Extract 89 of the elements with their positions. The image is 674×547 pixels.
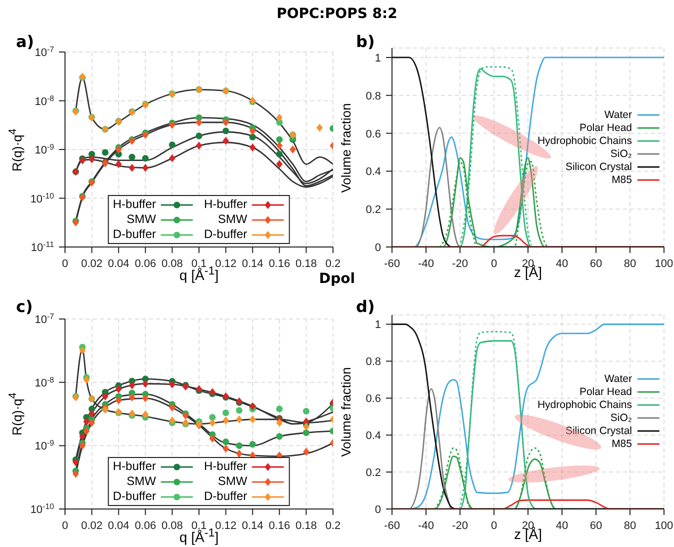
y-tick-label: 10$^{-10}$ <box>30 190 55 206</box>
y-tick-label: 1 <box>374 319 381 332</box>
y-tick-label: 0.6 <box>366 393 381 406</box>
y-tick-label: 0.8 <box>366 90 381 102</box>
x-tick-label: 0.02 <box>81 520 103 532</box>
legend-label: Water <box>604 373 632 385</box>
x-tick-label: -40 <box>418 520 434 532</box>
legend-label: H-buffer <box>204 459 248 473</box>
y-tick-label: 10$^{-9}$ <box>34 142 55 156</box>
x-tick-label: 0.16 <box>268 258 290 270</box>
x-tick-label: 60 <box>590 520 602 532</box>
y-tick-label: 10$^{-11}$ <box>30 240 55 254</box>
x-tick-label: 60 <box>590 258 602 270</box>
x-tick-label: 0 <box>490 520 498 532</box>
y-tick-label: 0 <box>374 504 381 516</box>
y-tick-label: 0 <box>374 242 381 254</box>
legend-label: H-buffer <box>112 197 156 211</box>
x-tick-label: -20 <box>452 258 468 270</box>
legend-label: Hydrophobic Chains <box>537 399 632 411</box>
x-tick-label: 40 <box>556 258 568 270</box>
legend-label: SMW <box>126 212 156 226</box>
x-tick-label: -60 <box>384 520 400 532</box>
y-tick-label: 0.8 <box>366 356 381 368</box>
x-tick-label: 100 <box>654 258 674 270</box>
y-tick-label: 0.6 <box>366 128 381 140</box>
y-axis-title: Volume fraction <box>338 102 354 192</box>
text: b) <box>356 32 375 51</box>
legend-label: D-buffer <box>204 489 248 503</box>
chart-title: Dpol <box>318 271 356 287</box>
legend-label: SMW <box>218 212 248 226</box>
legend-label: D-buffer <box>112 489 156 503</box>
x-tick-label: 0.2 <box>325 520 341 532</box>
y-tick-label: 10$^{-8}$ <box>34 93 55 108</box>
legend-label: SiO₂ <box>610 412 632 424</box>
x-tick-label: -60 <box>384 258 400 270</box>
x-tick-label: 0.14 <box>242 258 264 270</box>
legend-label: H-buffer <box>204 197 248 211</box>
x-tick-label: 80 <box>624 520 636 532</box>
y-tick-label: 10$^{-7}$ <box>34 44 54 59</box>
x-tick-label: 0.06 <box>134 258 156 270</box>
y-tick-label: 1 <box>374 52 381 64</box>
x-tick-label: 0.04 <box>108 258 130 270</box>
x-tick-label: 0.18 <box>295 520 317 532</box>
text: a) <box>16 32 34 51</box>
y-tick-label: 0.2 <box>366 204 381 216</box>
legend-label: Water <box>604 108 632 120</box>
legend-label: Silicon Crystal <box>565 425 632 437</box>
x-tick-label: -40 <box>418 258 434 270</box>
x-tick-label: 100 <box>654 520 674 532</box>
y-axis-title: Volume fraction <box>338 367 354 457</box>
y-tick-label: 0.2 <box>366 467 381 480</box>
y-tick-label: 10$^{-7}$ <box>34 312 54 326</box>
legend-label: D-buffer <box>112 227 156 241</box>
legend-label: Polar Head <box>579 386 632 398</box>
x-tick-label: 0.2 <box>325 258 341 270</box>
x-tick-label: -20 <box>452 520 468 532</box>
legend-label: H-buffer <box>112 459 156 473</box>
legend-label: Silicon Crystal <box>565 160 632 172</box>
x-tick-label: 40 <box>556 520 568 532</box>
y-tick-label: 10$^{-8}$ <box>34 374 55 390</box>
y-tick-label: 10$^{-9}$ <box>34 438 55 453</box>
x-tick-label: 80 <box>624 258 636 270</box>
x-tick-label: 0.14 <box>242 520 264 532</box>
x-tick-label: 0.12 <box>215 520 237 532</box>
x-tick-label: 0 <box>62 520 68 532</box>
x-tick-label: 0 <box>490 258 498 270</box>
y-tick-label: 0.4 <box>366 166 381 178</box>
chart-title: POPC:POPS 8:2 <box>276 6 398 22</box>
legend-label: SiO₂ <box>610 148 632 160</box>
x-tick-label: 0.06 <box>134 520 156 532</box>
y-tick-label: 0.4 <box>366 430 381 442</box>
x-tick-label: 0.08 <box>161 258 183 270</box>
legend-label: SMW <box>126 474 156 488</box>
text: d) <box>356 297 375 316</box>
legend-label: M85 <box>612 174 632 186</box>
legend-label: Hydrophobic Chains <box>537 134 632 146</box>
legend-label: Polar Head <box>579 122 632 134</box>
x-tick-label: 0.12 <box>215 258 237 270</box>
x-tick-label: 0.16 <box>268 520 290 532</box>
legend-label: D-buffer <box>204 227 248 241</box>
text: c) <box>16 297 33 316</box>
x-tick-label: 0 <box>62 258 68 270</box>
x-tick-label: 0.02 <box>81 258 103 270</box>
legend-label: SMW <box>218 474 248 488</box>
legend-label: M85 <box>612 438 632 450</box>
y-tick-label: 10$^{-10}$ <box>30 502 55 516</box>
x-tick-label: 0.08 <box>161 520 183 532</box>
x-tick-label: 0.04 <box>108 520 130 532</box>
x-tick-label: 0.18 <box>295 258 317 270</box>
